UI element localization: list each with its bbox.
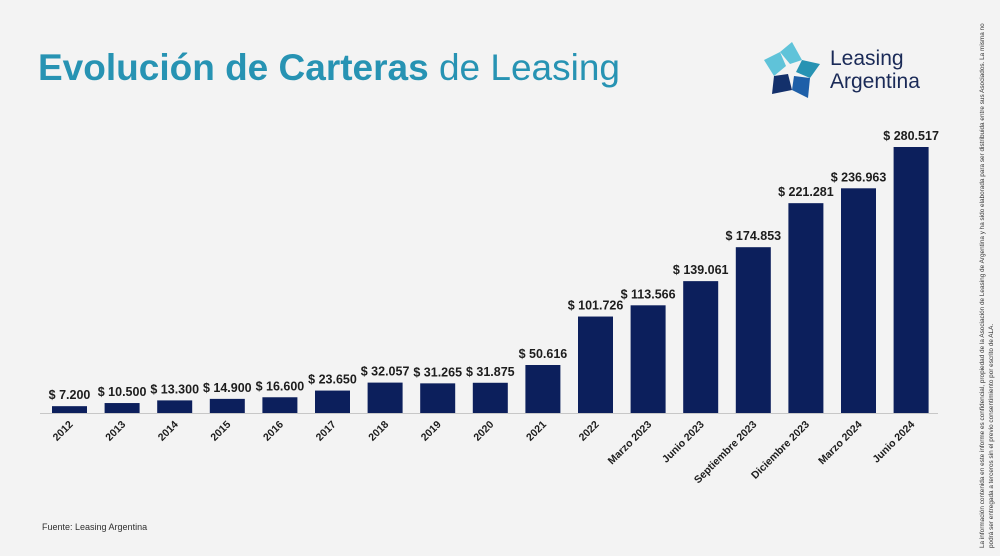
bar	[367, 382, 403, 413]
data-label: $ 174.853	[725, 229, 781, 243]
bar	[578, 316, 613, 413]
data-label: $ 13.300	[150, 382, 199, 396]
bar	[209, 398, 245, 413]
logo-line-2: Argentina	[830, 70, 920, 93]
data-label: $ 113.566	[621, 287, 676, 301]
bar	[157, 400, 193, 413]
data-label: $ 31.265	[413, 365, 462, 379]
disclaimer-line-2: podrá ser entregada a terceros sin el pr…	[988, 323, 995, 548]
x-tick-label: Junio 2023	[660, 419, 707, 466]
source-note: Fuente: Leasing Argentina	[42, 522, 148, 532]
logo-line-1: Leasing	[830, 47, 904, 70]
data-label: $ 10.500	[98, 385, 147, 399]
data-label: $ 14.900	[203, 381, 252, 395]
data-label: $ 16.600	[256, 379, 305, 393]
disclaimer-text: La información contenida en este informe…	[978, 23, 996, 548]
x-tick-label: 2012	[51, 419, 76, 444]
data-label: $ 139.061	[673, 263, 729, 277]
data-label: $ 23.650	[308, 373, 357, 387]
data-label: $ 50.616	[519, 347, 568, 361]
x-tick-label: Junio 2024	[870, 419, 917, 466]
bar	[104, 403, 140, 413]
bar	[683, 281, 719, 413]
x-tick-label: 2018	[366, 419, 391, 444]
x-tick-label: 2016	[261, 419, 286, 444]
x-tick-label: 2014	[156, 419, 181, 444]
data-label: $ 101.726	[568, 299, 624, 313]
bar	[52, 406, 87, 413]
leasing-argentina-logo: Leasing Argentina	[760, 38, 930, 102]
x-tick-label: 2015	[208, 419, 233, 444]
title-bold-part: Evolución de Carteras	[38, 47, 429, 88]
data-label: $ 236.963	[831, 170, 887, 184]
page-title: Evolución de Carteras de Leasing	[38, 46, 620, 90]
star-logo-icon	[764, 42, 820, 98]
bar	[735, 247, 771, 413]
x-tick-label: 2017	[314, 419, 339, 444]
x-tick-label: Marzo 2023	[606, 419, 655, 468]
data-label: $ 7.200	[49, 388, 91, 402]
bar	[525, 365, 561, 413]
data-label: $ 221.281	[778, 185, 834, 199]
bar	[315, 390, 350, 413]
disclaimer-line-1: La información contenida en este informe…	[979, 23, 986, 548]
x-tick-label: 2020	[471, 419, 496, 444]
x-tick-label: Marzo 2024	[816, 419, 865, 468]
x-tick-label: 2013	[103, 419, 128, 444]
x-tick-label: 2019	[419, 419, 444, 444]
data-label: $ 31.875	[466, 365, 515, 379]
bar	[472, 382, 508, 413]
data-label: $ 32.057	[361, 365, 410, 379]
x-tick-label: 2021	[524, 419, 549, 444]
bar	[262, 397, 298, 413]
bar	[420, 383, 456, 413]
bar	[788, 203, 824, 413]
bar	[841, 188, 876, 413]
title-regular-part: de Leasing	[438, 47, 621, 88]
data-label: $ 280.517	[883, 129, 939, 143]
bar	[893, 147, 929, 413]
x-tick-label: 2022	[577, 419, 602, 444]
bar	[630, 305, 666, 413]
